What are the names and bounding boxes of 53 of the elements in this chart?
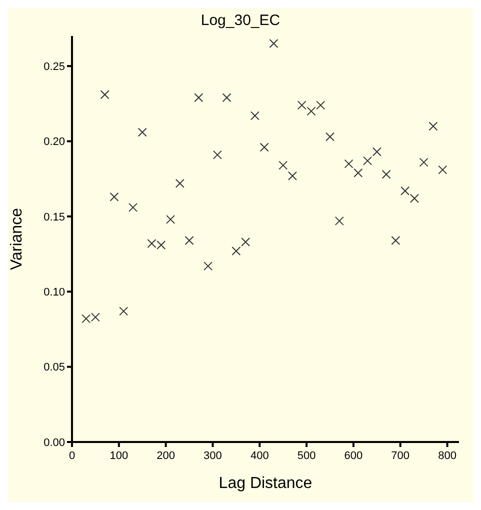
point <box>100 90 110 100</box>
point <box>344 159 354 168</box>
point <box>438 165 448 174</box>
point <box>316 100 326 110</box>
x-tick-label: 200 <box>156 450 175 462</box>
point <box>288 171 297 180</box>
x-tick-label: 800 <box>438 450 456 462</box>
y-tick-label: 0.00 <box>44 436 65 449</box>
point <box>269 39 278 48</box>
x-tick-label: 400 <box>250 450 269 462</box>
point <box>363 156 372 166</box>
point <box>410 194 419 203</box>
point <box>194 93 204 102</box>
point <box>204 262 213 271</box>
x-tick-label: 0 <box>68 450 76 462</box>
point <box>306 106 316 116</box>
point <box>382 170 391 179</box>
x-axis-title: Lag Distance <box>218 475 312 492</box>
y-tick-label: 0.10 <box>44 286 65 299</box>
point <box>232 246 241 256</box>
point <box>110 192 119 202</box>
point <box>326 132 334 142</box>
point <box>212 150 222 160</box>
point <box>428 122 438 131</box>
point <box>175 178 184 188</box>
y-tick-label: 0.20 <box>44 136 65 148</box>
x-tick-label: 600 <box>344 450 363 462</box>
x-tick-label: 300 <box>204 450 222 462</box>
point <box>138 128 147 137</box>
y-tick-label: 0.05 <box>44 362 65 374</box>
point <box>400 186 410 196</box>
point <box>119 306 128 316</box>
point <box>241 238 250 247</box>
point <box>128 202 138 212</box>
x-tick-label: 100 <box>110 450 128 462</box>
point <box>166 214 176 224</box>
x-tick-label: 500 <box>297 450 316 462</box>
point <box>250 111 260 120</box>
x-tick-label: 700 <box>391 450 410 462</box>
point <box>372 147 382 156</box>
chart-title: Log_30_EC <box>200 12 282 29</box>
point <box>297 100 306 110</box>
y-tick-label: 0.25 <box>44 60 65 73</box>
y-tick-label: 0.15 <box>44 211 65 224</box>
point <box>334 216 344 226</box>
point <box>391 236 400 246</box>
point <box>354 168 363 178</box>
point <box>184 236 194 246</box>
y-axis-title: Variance <box>8 208 26 270</box>
point <box>278 160 288 170</box>
point <box>260 142 269 152</box>
point <box>419 158 428 167</box>
point <box>222 93 232 102</box>
